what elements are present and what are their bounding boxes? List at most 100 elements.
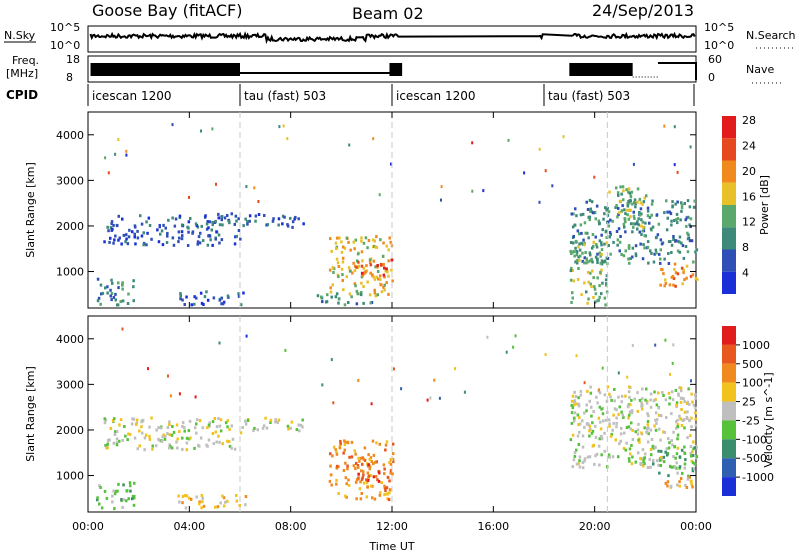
data-cell [122,498,125,502]
data-cell [106,285,109,289]
data-cell [668,283,672,287]
data-cell [198,419,202,423]
data-cell [218,223,222,227]
data-cell [115,441,119,445]
data-cell [378,471,381,475]
data-cell [610,398,613,402]
data-cell [355,497,358,501]
data-cell [169,394,172,398]
data-cell [627,257,630,261]
data-cell [354,284,357,288]
data-cell [117,138,120,141]
data-cell [617,371,620,375]
data-cell [680,448,684,452]
data-cell [579,389,583,393]
data-cell [671,398,675,402]
data-cell [672,455,675,458]
data-cell [374,460,377,464]
data-cell [104,156,107,160]
data-cell [639,457,642,461]
y-tick-label: 2000 [56,424,84,437]
data-cell [670,465,674,469]
data-cell [671,200,674,204]
data-cell [668,396,672,400]
data-cell [668,402,671,406]
data-cell [347,301,350,304]
data-cell [642,459,645,463]
data-cell [666,480,670,484]
data-cell [664,450,667,454]
data-cell [109,236,112,240]
data-cell [579,223,583,227]
data-cell [121,217,124,221]
nsky-label: N.Sky [4,29,36,42]
data-cell [645,194,648,198]
data-cell [694,423,698,427]
data-cell [629,199,632,203]
data-cell [347,240,350,244]
data-cell [380,481,383,485]
data-cell [108,240,111,244]
data-cell [341,279,344,282]
data-cell [608,392,611,396]
data-cell [574,207,577,211]
data-cell [587,280,590,284]
data-cell [636,187,640,191]
data-cell [148,224,152,227]
data-cell [108,438,111,442]
data-cell [181,447,184,451]
data-cell [378,274,382,278]
data-cell [244,503,247,507]
colorbar-swatch [722,344,736,364]
data-cell [226,294,230,298]
data-cell [118,423,121,427]
data-cell [578,422,582,426]
data-cell [627,217,631,221]
data-cell [673,163,676,167]
data-cell [352,240,355,244]
data-cell [201,496,204,500]
data-cell [200,224,203,228]
data-cell [220,302,223,306]
data-cell [202,303,205,306]
data-cell [654,428,658,432]
data-cell [667,474,670,478]
data-cell [350,440,354,444]
data-cell [274,420,277,424]
data-cell [623,225,626,229]
data-cell [615,230,619,233]
data-cell [670,219,673,223]
data-cell [324,300,328,304]
data-cell [646,400,649,403]
data-cell [186,244,190,247]
data-cell [463,390,466,394]
data-cell [127,292,130,296]
data-cell [131,497,134,501]
data-cell [136,447,139,451]
y-tick-label: 3000 [56,174,84,187]
data-cell [629,427,633,431]
data-cell [335,247,338,250]
data-cell [142,231,145,235]
data-cell [277,217,281,221]
data-cell [359,456,363,460]
data-cell [215,182,217,186]
data-cell [572,279,576,283]
data-cell [670,412,673,416]
data-cell [329,473,333,477]
data-cell [239,237,242,241]
data-cell [329,237,332,241]
data-cell [178,392,181,396]
data-cell [675,212,679,216]
data-cell [620,426,623,430]
data-cell [233,447,237,451]
data-cell [332,445,336,449]
data-cell [636,391,639,395]
data-cell [624,249,627,253]
data-cell [329,452,332,456]
data-cell [392,460,395,463]
data-cell [683,278,686,282]
data-cell [340,250,344,254]
data-cell [685,216,689,220]
data-cell [221,442,224,446]
